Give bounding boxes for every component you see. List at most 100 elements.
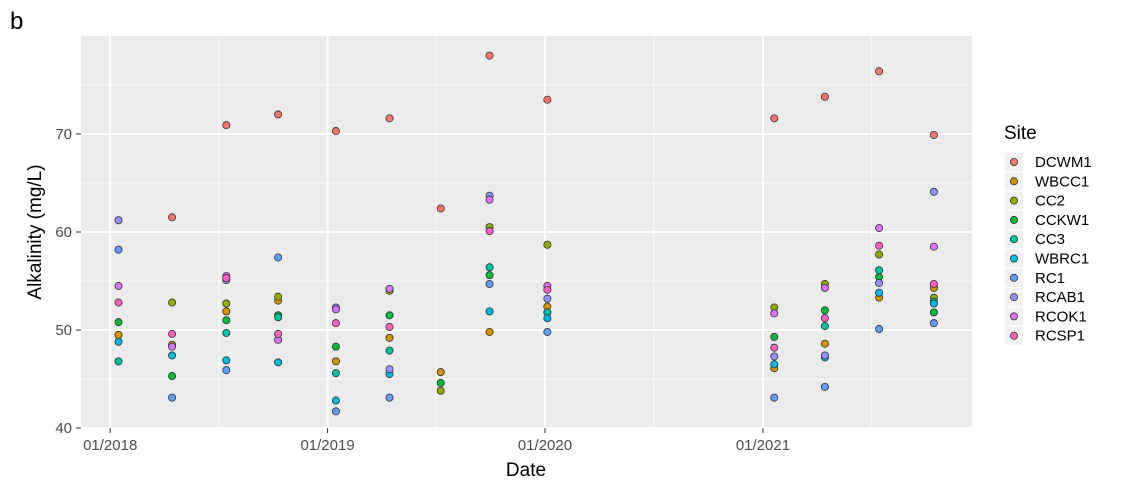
- legend-marker: [1010, 196, 1019, 205]
- legend-label: RC1: [1035, 270, 1065, 287]
- data-point-rc1: [820, 382, 829, 391]
- legend-label: RCSP1: [1035, 328, 1085, 345]
- data-point-wbrc1: [770, 360, 779, 369]
- legend: Site DCWM1 WBCC1 CC2 CCKW1 CC3 WBRC1 RC1 RCAB1 R…: [1004, 123, 1092, 345]
- data-point-rcsp1: [875, 241, 884, 250]
- data-point-wbcc1: [485, 327, 494, 336]
- data-point-rcok1: [331, 305, 340, 314]
- data-point-rcsp1: [929, 279, 938, 288]
- data-point-dcwm1: [436, 204, 445, 213]
- data-point-rcsp1: [770, 343, 779, 352]
- data-point-wbcc1: [331, 357, 340, 366]
- data-point-cckw1: [222, 316, 231, 325]
- legend-label: CCKW1: [1035, 212, 1089, 229]
- data-point-cc3: [820, 322, 829, 331]
- data-point-rcok1: [168, 342, 177, 351]
- x-axis-title: Date: [506, 460, 546, 481]
- data-point-rc1: [114, 245, 123, 254]
- data-point-rcok1: [114, 281, 123, 290]
- data-point-rcsp1: [222, 274, 231, 283]
- data-point-wbrc1: [485, 307, 494, 316]
- x-axis: 01/2018 01/2019 01/2020 01/2021: [83, 428, 790, 454]
- legend-marker: [1010, 293, 1019, 302]
- data-point-cc2: [168, 298, 177, 307]
- data-point-cc2: [543, 240, 552, 249]
- data-point-rcab1: [820, 351, 829, 360]
- data-point-rcok1: [820, 283, 829, 292]
- data-point-rcok1: [770, 309, 779, 318]
- data-point-cc3: [485, 263, 494, 272]
- legend-label: DCWM1: [1035, 154, 1092, 171]
- data-point-dcwm1: [929, 130, 938, 139]
- data-point-rc1: [168, 393, 177, 402]
- data-point-cc3: [114, 357, 123, 366]
- data-point-rcsp1: [485, 227, 494, 236]
- data-point-cckw1: [929, 308, 938, 317]
- legend-label: WBCC1: [1035, 173, 1089, 190]
- x-tick-label: 01/2018: [83, 437, 137, 454]
- data-point-cckw1: [820, 306, 829, 315]
- data-point-wbrc1: [875, 288, 884, 297]
- data-point-dcwm1: [331, 127, 340, 136]
- y-tick-label: 50: [55, 322, 72, 339]
- data-point-dcwm1: [485, 51, 494, 60]
- data-point-rcok1: [929, 242, 938, 251]
- data-point-rcok1: [485, 195, 494, 204]
- data-point-wbrc1: [331, 396, 340, 405]
- legend-label: WBRC1: [1035, 251, 1089, 268]
- data-point-cc2: [222, 299, 231, 308]
- data-point-cc3: [875, 266, 884, 275]
- data-points: [114, 51, 938, 416]
- legend-label: RCAB1: [1035, 289, 1085, 306]
- data-point-rc1: [274, 253, 283, 262]
- major-gridlines: [81, 36, 972, 429]
- data-point-rc1: [385, 393, 394, 402]
- data-point-cckw1: [385, 311, 394, 320]
- legend-marker: [1010, 235, 1019, 244]
- data-point-cckw1: [331, 342, 340, 351]
- data-point-rcab1: [114, 216, 123, 225]
- data-point-wbrc1: [114, 337, 123, 346]
- panel-label: b: [10, 8, 24, 35]
- data-point-dcwm1: [820, 92, 829, 101]
- data-point-wbrc1: [274, 358, 283, 367]
- data-point-cc3: [331, 369, 340, 378]
- y-axis-title: Alkalinity (mg/L): [25, 164, 46, 299]
- data-point-rcsp1: [168, 329, 177, 338]
- data-point-dcwm1: [543, 95, 552, 104]
- data-point-cc3: [385, 346, 394, 355]
- legend-marker: [1010, 254, 1019, 263]
- legend-label: RCOK1: [1035, 308, 1087, 325]
- y-tick-label: 70: [55, 126, 72, 143]
- data-point-wbcc1: [820, 339, 829, 348]
- data-point-rc1: [770, 393, 779, 402]
- data-point-cc3: [274, 313, 283, 322]
- legend-title: Site: [1004, 123, 1037, 144]
- legend-marker: [1010, 273, 1019, 282]
- data-point-rc1: [543, 327, 552, 336]
- y-tick-label: 40: [55, 420, 72, 437]
- data-point-rcsp1: [820, 314, 829, 323]
- legend-items: DCWM1 WBCC1 CC2 CCKW1 CC3 WBRC1 RC1 RCAB1 RCOK1 R…: [1005, 153, 1092, 345]
- data-point-cc2: [875, 250, 884, 259]
- y-tick-label: 60: [55, 224, 72, 241]
- data-point-wbcc1: [114, 330, 123, 339]
- data-point-rcab1: [385, 365, 394, 374]
- data-point-dcwm1: [222, 121, 231, 130]
- data-point-wbrc1: [929, 299, 938, 308]
- data-point-cc2: [274, 292, 283, 301]
- data-point-cc3: [222, 328, 231, 337]
- data-point-wbcc1: [222, 307, 231, 316]
- data-point-rcsp1: [331, 319, 340, 328]
- data-point-rcab1: [875, 278, 884, 287]
- data-point-dcwm1: [274, 110, 283, 119]
- data-point-rcok1: [875, 224, 884, 233]
- data-point-rc1: [875, 325, 884, 334]
- data-point-cckw1: [770, 332, 779, 341]
- data-point-rcsp1: [274, 329, 283, 338]
- data-point-rcok1: [385, 284, 394, 293]
- data-point-cc2: [436, 386, 445, 395]
- data-point-wbcc1: [436, 368, 445, 377]
- data-point-cckw1: [168, 372, 177, 381]
- data-point-rc1: [331, 407, 340, 416]
